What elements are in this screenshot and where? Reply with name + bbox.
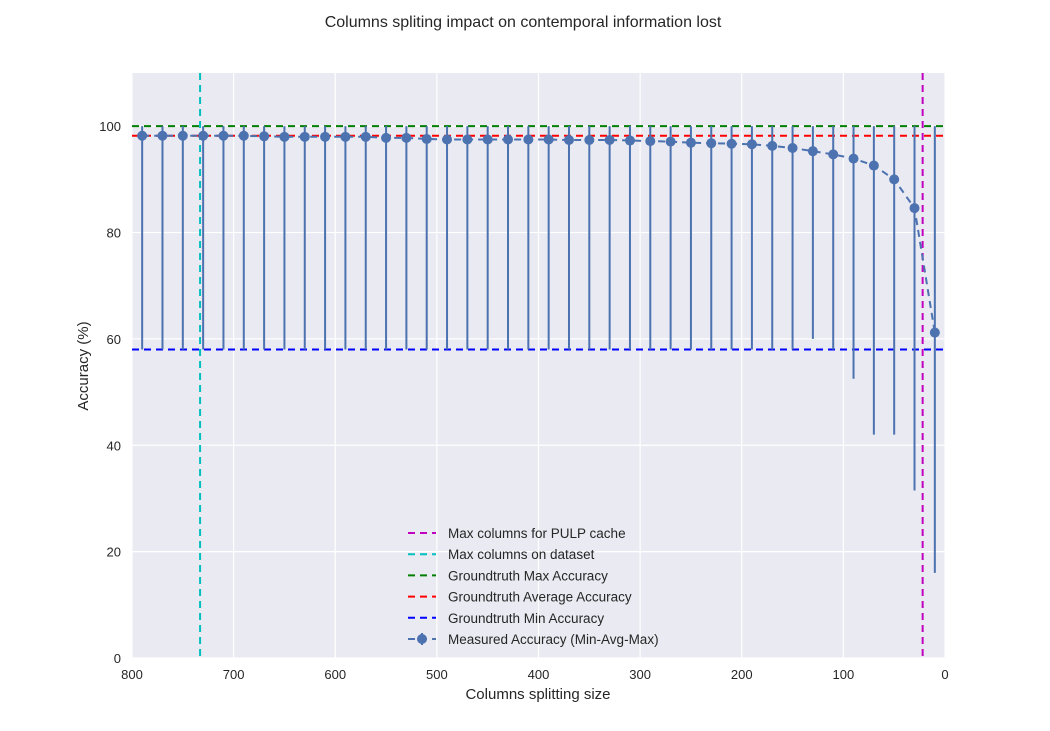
legend-label: Groundtruth Max Accuracy bbox=[448, 568, 608, 583]
data-point bbox=[706, 138, 717, 149]
data-point bbox=[238, 130, 249, 141]
data-point bbox=[482, 134, 493, 145]
y-tick-label: 80 bbox=[107, 226, 121, 241]
data-point bbox=[889, 174, 900, 185]
data-point bbox=[198, 130, 209, 141]
data-point bbox=[137, 130, 148, 141]
chart-title: Columns spliting impact on contemporal i… bbox=[325, 14, 722, 31]
y-tick-label: 20 bbox=[107, 545, 121, 560]
data-point bbox=[563, 135, 574, 146]
data-point bbox=[442, 134, 453, 145]
x-tick-label: 600 bbox=[324, 667, 346, 682]
y-tick-label: 40 bbox=[107, 438, 121, 453]
y-tick-label: 100 bbox=[99, 119, 121, 134]
data-point bbox=[665, 136, 676, 147]
data-point bbox=[320, 131, 331, 142]
x-tick-label: 500 bbox=[426, 667, 448, 682]
data-point bbox=[218, 130, 229, 141]
data-point bbox=[624, 135, 635, 146]
legend: Max columns for PULP cache Max columns on… bbox=[408, 526, 659, 647]
y-tick-label: 60 bbox=[107, 332, 121, 347]
data-point bbox=[462, 134, 473, 145]
legend-label: Max columns for PULP cache bbox=[448, 526, 626, 541]
data-point bbox=[299, 131, 310, 142]
data-point bbox=[746, 139, 757, 150]
data-point bbox=[848, 153, 859, 164]
data-point bbox=[381, 132, 392, 143]
legend-label: Groundtruth Average Accuracy bbox=[448, 590, 632, 605]
data-point bbox=[929, 327, 940, 338]
data-point bbox=[685, 137, 696, 148]
x-tick-label: 0 bbox=[941, 667, 948, 682]
data-point bbox=[807, 146, 818, 157]
data-point bbox=[421, 133, 432, 144]
data-point bbox=[401, 132, 412, 143]
grid-lines bbox=[131, 73, 946, 659]
legend-label: Max columns on dataset bbox=[448, 547, 595, 562]
data-point bbox=[787, 142, 798, 153]
data-point bbox=[645, 136, 656, 147]
legend-label: Groundtruth Min Accuracy bbox=[448, 611, 604, 626]
x-tick-label: 200 bbox=[731, 667, 753, 682]
x-tick-label: 300 bbox=[629, 667, 651, 682]
data-point bbox=[177, 130, 188, 141]
data-point bbox=[828, 149, 839, 160]
x-axis-label: Columns splitting size bbox=[465, 686, 610, 703]
data-point bbox=[340, 131, 351, 142]
error-bars bbox=[141, 126, 936, 573]
x-tick-label: 700 bbox=[223, 667, 245, 682]
data-point bbox=[523, 134, 534, 145]
x-tick-label: 800 bbox=[121, 667, 143, 682]
x-tick-label: 400 bbox=[528, 667, 550, 682]
x-tick-labels: 800 700 600 500 400 300 200 100 0 bbox=[121, 667, 948, 682]
data-point bbox=[767, 140, 778, 151]
data-point bbox=[259, 131, 270, 142]
data-point bbox=[360, 131, 371, 142]
y-tick-label: 0 bbox=[114, 651, 121, 666]
measured-series bbox=[137, 130, 940, 338]
y-axis-label: Accuracy (%) bbox=[75, 321, 92, 410]
data-point bbox=[604, 135, 615, 146]
data-point bbox=[543, 134, 554, 145]
data-point bbox=[584, 135, 595, 146]
series-line bbox=[142, 134, 936, 333]
data-point bbox=[279, 131, 290, 142]
data-point bbox=[868, 160, 879, 171]
data-point bbox=[726, 138, 737, 149]
data-point bbox=[157, 130, 168, 141]
legend-label: Measured Accuracy (Min-Avg-Max) bbox=[448, 632, 659, 647]
y-tick-labels: 0 20 40 60 80 100 bbox=[99, 119, 121, 666]
legend-marker bbox=[417, 634, 427, 644]
x-tick-label: 100 bbox=[833, 667, 855, 682]
data-point bbox=[503, 134, 514, 145]
data-point bbox=[909, 203, 920, 214]
